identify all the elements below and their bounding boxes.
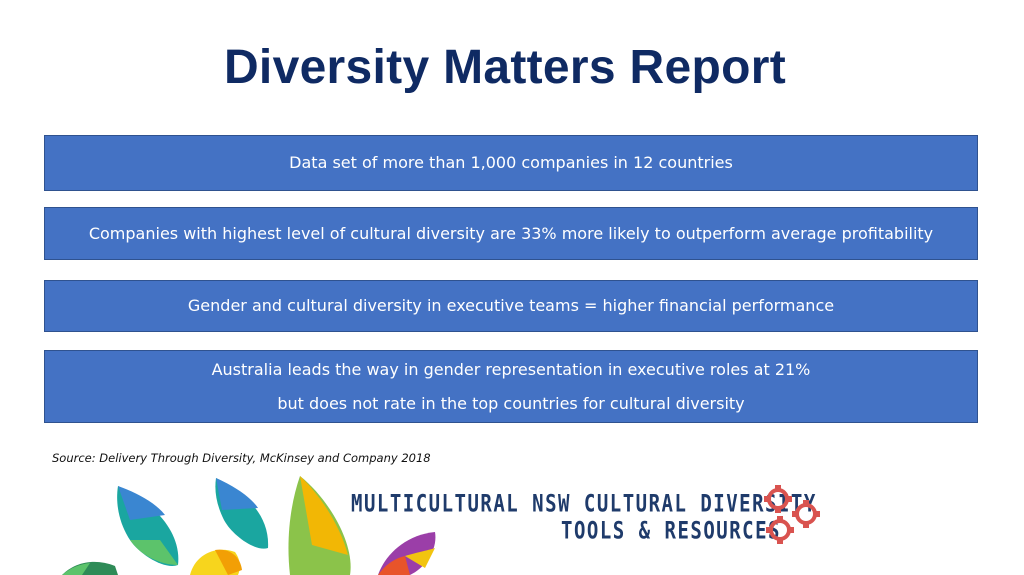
point-text-4b: but does not rate in the top countries f…: [277, 393, 745, 413]
point-text-1: Data set of more than 1,000 companies in…: [289, 153, 733, 172]
leaf-artwork: [62, 476, 436, 575]
point-box-2: Companies with highest level of cultural…: [44, 207, 978, 260]
point-box-4: Australia leads the way in gender repres…: [44, 350, 978, 423]
logo-line-1: MULTICULTURAL NSW CULTURAL DIVERSITY: [351, 490, 817, 518]
page-title: Diversity Matters Report: [223, 41, 787, 94]
point-box-3: Gender and cultural diversity in executi…: [44, 280, 978, 332]
point-text-2: Companies with highest level of cultural…: [88, 223, 934, 243]
gears-icon: [764, 485, 820, 544]
point-text-4a: Australia leads the way in gender repres…: [211, 359, 811, 379]
logo-line-2: TOOLS & RESOURCES: [561, 517, 781, 545]
point-text-3: Gender and cultural diversity in executi…: [187, 296, 835, 315]
source-citation: Source: Delivery Through Diversity, McKi…: [52, 451, 431, 465]
point-box-1: Data set of more than 1,000 companies in…: [44, 135, 978, 191]
